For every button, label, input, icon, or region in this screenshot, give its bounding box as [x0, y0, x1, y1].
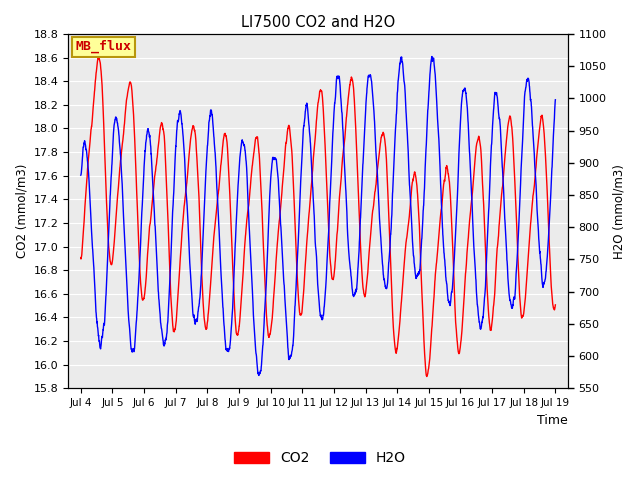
- Y-axis label: CO2 (mmol/m3): CO2 (mmol/m3): [15, 164, 28, 258]
- H2O: [468, 216, 476, 222]
- H2O: [428, 54, 436, 60]
- CO2: [378, 133, 385, 139]
- CO2: [552, 302, 559, 308]
- X-axis label: Time: Time: [537, 414, 568, 427]
- Line: H2O: H2O: [81, 57, 556, 375]
- CO2: [434, 249, 442, 255]
- H2O: [77, 172, 84, 178]
- Text: MB_flux: MB_flux: [76, 40, 132, 53]
- H2O: [552, 97, 559, 103]
- CO2: [423, 373, 431, 379]
- CO2: [95, 55, 102, 60]
- Line: CO2: CO2: [81, 58, 556, 376]
- H2O: [227, 325, 235, 331]
- Y-axis label: H2O (mmol/m3): H2O (mmol/m3): [612, 164, 625, 259]
- CO2: [228, 229, 236, 235]
- H2O: [255, 372, 262, 378]
- Legend: CO2, H2O: CO2, H2O: [228, 445, 412, 471]
- H2O: [408, 230, 416, 236]
- H2O: [408, 228, 416, 234]
- Title: LI7500 CO2 and H2O: LI7500 CO2 and H2O: [241, 15, 396, 30]
- CO2: [408, 181, 416, 187]
- CO2: [77, 255, 84, 261]
- H2O: [378, 250, 385, 255]
- H2O: [434, 116, 442, 121]
- CO2: [408, 182, 416, 188]
- CO2: [468, 187, 476, 193]
